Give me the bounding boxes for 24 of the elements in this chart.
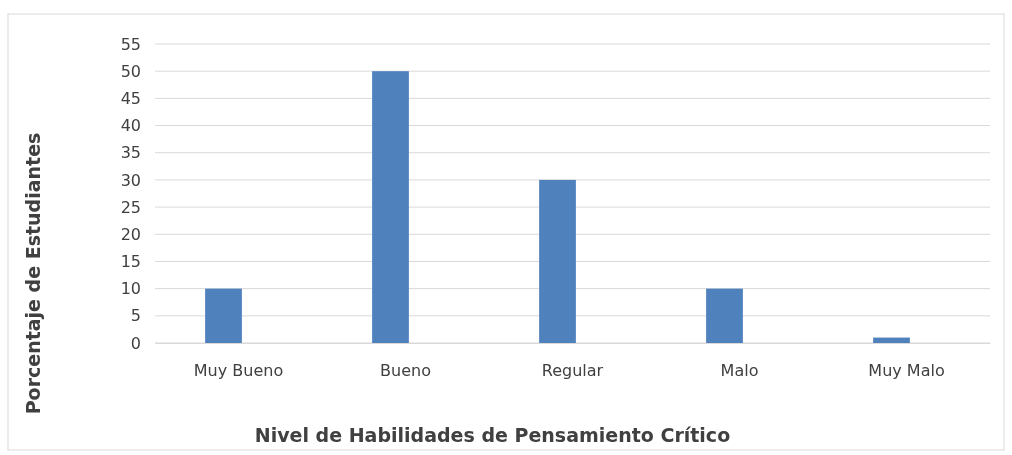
y-tick-label: 45 — [120, 88, 141, 108]
x-tick-label: Bueno — [380, 361, 431, 381]
y-tick-label: 15 — [120, 252, 141, 272]
y-tick-label: 30 — [120, 170, 141, 190]
x-tick-label: Muy Bueno — [193, 361, 284, 381]
bar — [539, 179, 576, 343]
y-tick-label: 40 — [120, 116, 141, 136]
y-tick-label: 5 — [130, 306, 141, 326]
y-tick-label: 55 — [120, 34, 141, 54]
y-tick-label: 25 — [120, 197, 141, 217]
y-tick-label: 20 — [120, 224, 141, 244]
y-tick-label: 0 — [130, 333, 141, 353]
y-axis-title: Porcentaje de Estudiantes — [22, 132, 44, 415]
x-axis-title: Nivel de Habilidades de Pensamiento Crítico — [254, 424, 731, 446]
y-tick-label: 10 — [120, 279, 141, 299]
y-tick-label: 35 — [120, 143, 141, 163]
y-tick-label: 50 — [120, 61, 141, 81]
bar — [205, 288, 242, 343]
x-tick-label: Muy Malo — [868, 361, 945, 381]
bar — [706, 288, 743, 343]
x-tick-label: Regular — [541, 361, 604, 381]
bar — [372, 71, 409, 343]
x-tick-label: Malo — [720, 361, 759, 381]
bar — [873, 337, 910, 343]
